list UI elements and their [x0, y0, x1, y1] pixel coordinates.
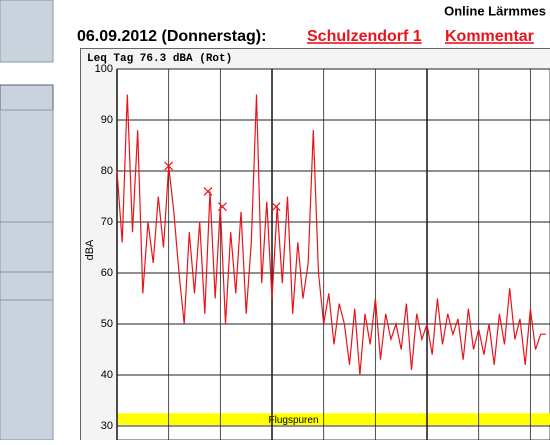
station-link[interactable]: Schulzendorf 1: [307, 28, 422, 45]
sidebar-block[interactable]: [0, 85, 53, 110]
y-tick-label: 90: [101, 114, 113, 126]
sidebar-block[interactable]: [0, 272, 53, 300]
site-title: Online Lärmmes: [444, 3, 546, 18]
plot-area: [117, 69, 550, 440]
y-axis-label: dBA: [84, 239, 96, 260]
plot: Flugspuren 30 40 50 60 70 80 90 100: [95, 63, 550, 440]
comment-link[interactable]: Kommentar: [445, 28, 534, 45]
y-tick-label: 100: [95, 63, 113, 75]
y-tick-label: 60: [101, 267, 113, 279]
band: [117, 413, 550, 425]
y-tick-label: 80: [101, 165, 113, 177]
sidebar-block[interactable]: [0, 110, 53, 222]
sidebar-block: [0, 0, 53, 62]
y-tick-label: 70: [101, 216, 113, 228]
y-tick-label: 40: [101, 369, 113, 381]
band-label: Flugspuren: [268, 415, 318, 426]
date-heading: 06.09.2012 (Donnerstag):: [77, 28, 266, 45]
y-tick-label: 50: [101, 318, 113, 330]
y-tick-label: 30: [101, 420, 113, 432]
sidebar-block[interactable]: [0, 300, 53, 440]
sidebar-block[interactable]: [0, 222, 53, 272]
